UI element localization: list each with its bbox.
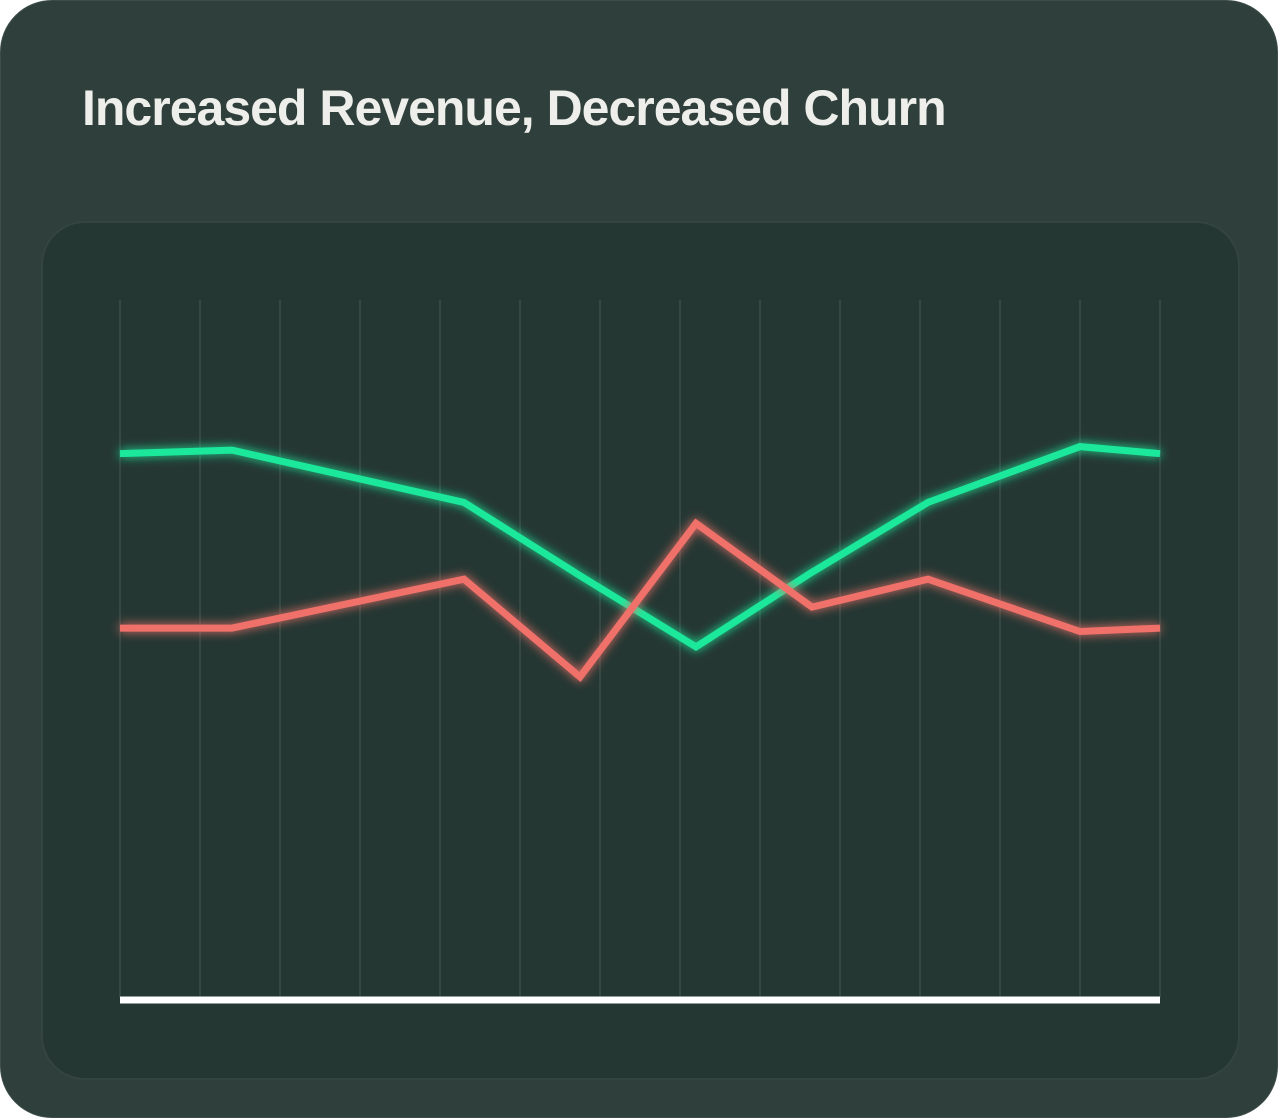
plot-panel (41, 221, 1240, 1080)
series-line-1 (119, 443, 1161, 652)
chart-title: Increased Revenue, Decreased Churn (82, 80, 947, 136)
gridlines (119, 300, 1161, 998)
series-lines (119, 443, 1161, 682)
series-line-2 (120, 518, 1161, 682)
